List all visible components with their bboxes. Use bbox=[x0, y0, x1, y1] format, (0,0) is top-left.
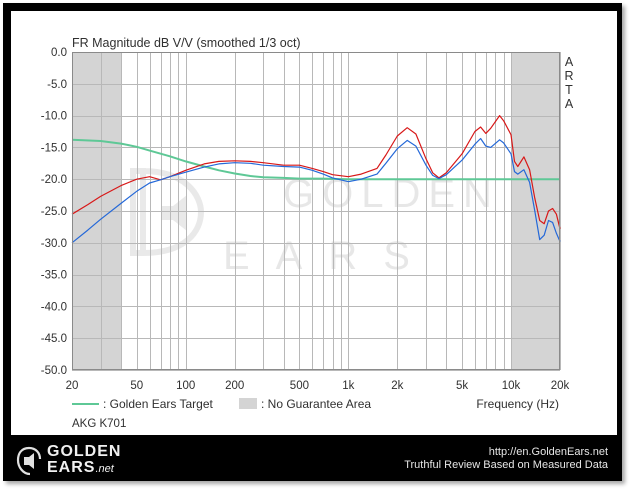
x-tick-label: 100 bbox=[176, 380, 195, 392]
series-line-1 bbox=[71, 115, 561, 229]
brand-suffix: .net bbox=[95, 463, 114, 475]
chart-panel: GOLDEN EARS FR Magnitude dB V/V (smoothed … bbox=[11, 11, 617, 435]
y-tick-label: -40.0 bbox=[41, 301, 67, 313]
brand-name-line1: GOLDEN bbox=[47, 443, 122, 460]
ear-logo-icon bbox=[16, 446, 42, 476]
footer-info: http://en.GoldenEars.net Truthful Review… bbox=[404, 446, 608, 472]
brand-name-line2: EARS.net bbox=[47, 459, 114, 477]
legend-no-guarantee-swatch bbox=[239, 398, 257, 409]
footer-url: http://en.GoldenEars.net bbox=[488, 446, 608, 458]
x-tick-label: 200 bbox=[225, 380, 244, 392]
chart-title: FR Magnitude dB V/V (smoothed 1/3 oct) bbox=[72, 36, 301, 50]
x-tick-label: 50 bbox=[130, 380, 143, 392]
y-tick-label: -20.0 bbox=[41, 174, 67, 186]
legend-no-guarantee-label: : No Guarantee Area bbox=[261, 397, 371, 411]
side-label-letter: T bbox=[565, 83, 573, 97]
footer-tagline: Truthful Review Based on Measured Data bbox=[404, 459, 608, 471]
model-annotation: AKG K701 bbox=[72, 418, 126, 430]
x-axis-label: Frequency (Hz) bbox=[476, 397, 559, 411]
chart-frame: GOLDEN EARS FR Magnitude dB V/V (smoothed … bbox=[3, 3, 622, 481]
x-tick-label: 1k bbox=[342, 380, 354, 392]
watermark-text-line2: EARS bbox=[223, 234, 436, 278]
series-line-2 bbox=[71, 137, 561, 244]
x-tick-label: 500 bbox=[290, 380, 309, 392]
side-label-letter: A bbox=[565, 97, 574, 111]
x-tick-label: 5k bbox=[456, 380, 468, 392]
side-label-letter: R bbox=[564, 69, 573, 83]
y-tick-label: -15.0 bbox=[41, 142, 67, 154]
brand-name-ears: EARS bbox=[47, 459, 96, 476]
x-tick-label: 2k bbox=[391, 380, 403, 392]
y-tick-label: -35.0 bbox=[41, 270, 67, 282]
y-tick-label: -30.0 bbox=[41, 238, 67, 250]
legend-target-label: : Golden Ears Target bbox=[103, 397, 214, 411]
y-tick-label: -10.0 bbox=[41, 111, 67, 123]
y-tick-label: -45.0 bbox=[41, 333, 67, 345]
x-tick-label: 10k bbox=[502, 380, 521, 392]
side-label-letter: A bbox=[565, 55, 574, 69]
y-tick-label: -50.0 bbox=[41, 365, 67, 377]
y-tick-label: -5.0 bbox=[47, 79, 67, 91]
x-tick-label: 20k bbox=[551, 380, 570, 392]
grid bbox=[72, 52, 561, 371]
y-tick-label: 0.0 bbox=[51, 47, 67, 59]
y-tick-label: -25.0 bbox=[41, 206, 67, 218]
x-tick-label: 20 bbox=[66, 380, 79, 392]
series-line-0 bbox=[71, 138, 560, 181]
watermark-speaker-icon bbox=[161, 195, 187, 231]
plot-border bbox=[72, 52, 560, 370]
brand-logo: GOLDEN EARS.net bbox=[15, 443, 215, 479]
